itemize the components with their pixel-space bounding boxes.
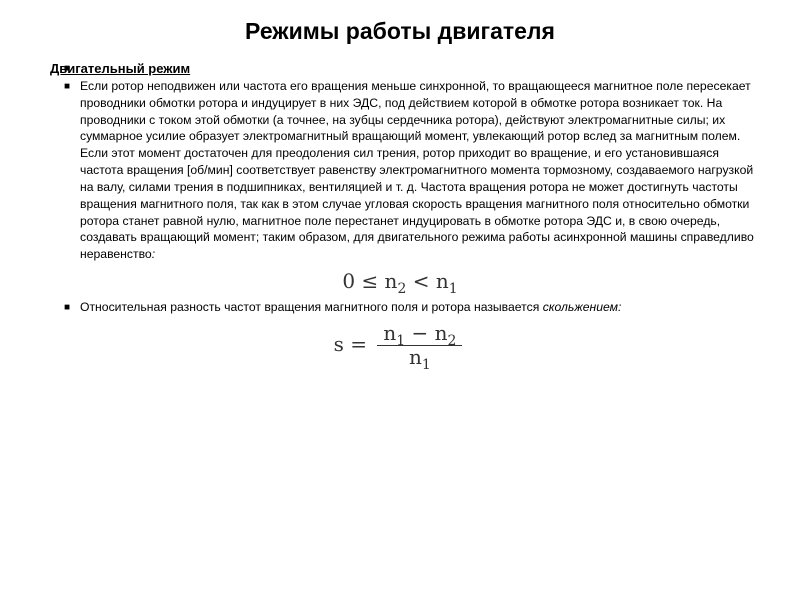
slide-title: Режимы работы двигателя bbox=[38, 18, 762, 45]
formula-inequality: 0 ≤ n2 < n1 bbox=[342, 269, 457, 293]
bullet-icon: ■ bbox=[64, 302, 70, 313]
formula-2-row: s = n1 − n2n1 bbox=[38, 322, 762, 369]
formula-slip-lhs: s = bbox=[334, 332, 374, 356]
body-paragraph-2-text: Относительная разность частот вращения м… bbox=[80, 300, 543, 314]
formula-slip-num: n1 − n2 bbox=[377, 322, 462, 346]
formula-slip: s = n1 − n2n1 bbox=[334, 332, 467, 356]
slide: Режимы работы двигателя ■ Двигательный р… bbox=[0, 0, 800, 600]
formula-slip-fraction: n1 − n2n1 bbox=[373, 322, 466, 369]
body-paragraph-2-italic: скольжением: bbox=[543, 300, 622, 314]
section-subtitle: Двигательный режим bbox=[50, 61, 762, 76]
body-paragraph-1-text: Если ротор неподвижен или частота его вр… bbox=[80, 79, 754, 261]
bullet-icon: ■ bbox=[64, 63, 70, 74]
formula-slip-den: n1 bbox=[377, 346, 462, 369]
bullet-icon: ■ bbox=[64, 81, 70, 92]
body-paragraph-2: Относительная разность частот вращения м… bbox=[80, 299, 762, 316]
body-paragraph-1: Если ротор неподвижен или частота его вр… bbox=[80, 78, 762, 263]
body-paragraph-1-tail: : bbox=[152, 247, 155, 261]
formula-1-row: 0 ≤ n2 < n1 bbox=[38, 269, 762, 293]
